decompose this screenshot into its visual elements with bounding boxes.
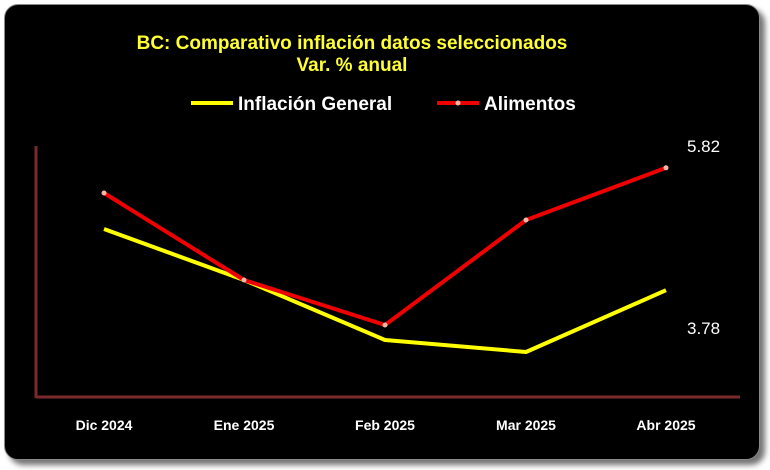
x-tick-label: Feb 2025: [355, 417, 415, 433]
x-tick-label: Mar 2025: [496, 417, 556, 433]
legend: Inflación General Alimentos: [191, 94, 576, 115]
x-tick-label: Dic 2024: [76, 417, 133, 433]
x-tick-label: Abr 2025: [636, 417, 695, 433]
chart-frame: BC: Comparativo inflación datos seleccio…: [4, 4, 760, 460]
data-label-inflacion-general-abr-2025: 3.78: [687, 319, 720, 338]
legend-label-inflacion-general: Inflación General: [238, 94, 392, 115]
x-tick-label: Ene 2025: [214, 417, 275, 433]
x-tick-labels: Dic 2024 Ene 2025 Feb 2025 Mar 2025 Abr …: [76, 417, 696, 433]
data-point-alimentos: [523, 217, 529, 223]
data-point-alimentos: [382, 322, 388, 328]
chart-subtitle: Var. % anual: [297, 55, 408, 76]
chart-title: BC: Comparativo inflación datos seleccio…: [137, 33, 568, 54]
series-points-alimentos: [101, 165, 669, 328]
data-label-alimentos-abr-2025: 5.82: [687, 137, 720, 156]
series-line-alimentos: [102, 165, 667, 327]
data-point-alimentos: [663, 165, 669, 171]
line-chart: BC: Comparativo inflación datos seleccio…: [34, 33, 740, 433]
data-point-alimentos: [241, 277, 247, 283]
legend-marker-alimentos: [455, 100, 461, 106]
legend-label-alimentos: Alimentos: [484, 94, 576, 115]
data-point-alimentos: [101, 190, 107, 196]
series-line-inflacion-general: [103, 227, 667, 354]
